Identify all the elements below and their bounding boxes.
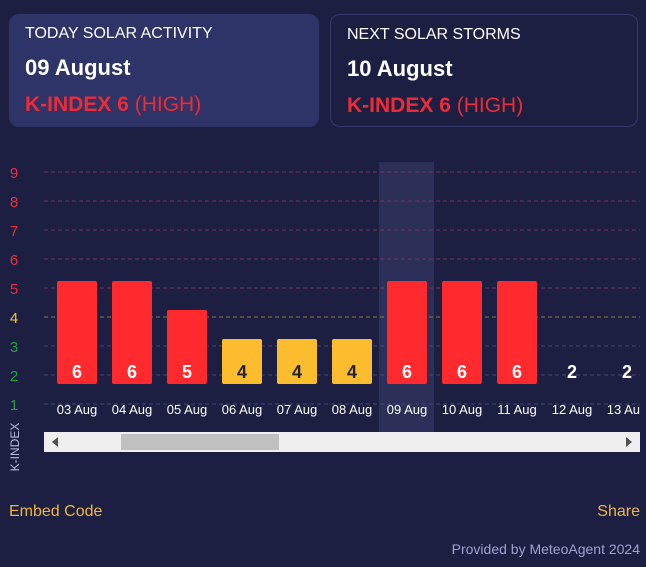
x-tick-label: 03 Aug [57,402,98,417]
bar-value-label: 6 [402,362,412,382]
kindex-value: K-INDEX 6 [347,94,451,117]
x-tick-label: 05 Aug [167,402,208,417]
bar-value-label: 6 [127,362,137,382]
bar-value-label: 4 [237,362,247,382]
card-title: TODAY SOLAR ACTIVITY [25,25,213,42]
today-activity-card: TODAY SOLAR ACTIVITY 09 August K-INDEX 6… [9,14,319,127]
kindex-level: (HIGH) [134,93,202,116]
y-tick-label: 6 [10,252,18,269]
bar-05-aug [167,310,207,384]
bar-07-aug [277,339,317,384]
y-tick-label: 3 [10,339,18,356]
bar-value-label: 6 [457,362,467,382]
y-tick-label: 2 [10,368,18,385]
y-axis-label: K-INDEX [8,422,22,472]
y-tick-label: 5 [10,281,18,298]
bar-10-aug [442,281,482,384]
kindex-chart: 1 2 3 4 5 6 7 8 9 6 03 Aug 6 04 Aug 5 05 Aug 4 06 Aug 4 07… [10,150,646,460]
bar-value-label: 2 [622,362,632,382]
y-tick-label: 9 [10,165,18,182]
next-storms-card: NEXT SOLAR STORMS 10 August K-INDEX 6 (H… [330,14,638,127]
bar-value-label: 4 [347,362,357,382]
bar-11-aug [497,281,537,384]
bar-09-aug [387,281,427,384]
scroll-left-icon[interactable] [52,437,58,447]
bar-06-aug [222,339,262,384]
y-tick-label: 4 [10,310,18,327]
chart-scrollbar[interactable] [44,432,640,452]
y-tick-label: 7 [10,223,18,240]
bar-08-aug [332,339,372,384]
y-tick-label: 8 [10,194,18,211]
x-tick-label: 11 Aug [497,402,537,417]
x-tick-label: 08 Aug [332,402,373,417]
bar-03-aug [57,281,97,384]
card-date: 09 August [25,55,131,80]
card-date: 10 August [347,56,453,81]
x-tick-label: 12 Aug [552,402,593,417]
bar-value-label: 6 [72,362,82,382]
y-tick-label: 1 [10,397,18,414]
x-tick-label: 09 Aug [387,402,428,417]
bar-value-label: 5 [182,362,192,382]
scroll-right-icon[interactable] [626,437,632,447]
bar-value-label: 6 [512,362,522,382]
scroll-thumb[interactable] [120,434,279,450]
embed-code-link[interactable]: Embed Code [9,503,103,520]
chart-clip-edge [640,150,646,460]
x-tick-label: 07 Aug [277,402,318,417]
kindex-level: (HIGH) [456,94,524,117]
card-kindex: K-INDEX 6 (HIGH) [347,94,621,118]
x-tick-label: 04 Aug [112,402,153,417]
x-tick-label: 10 Aug [442,402,483,417]
credit-text: Provided by MeteoAgent 2024 [451,541,640,557]
card-title: NEXT SOLAR STORMS [347,26,521,43]
kindex-value: K-INDEX 6 [25,93,129,116]
x-tick-label: 06 Aug [222,402,263,417]
bar-value-label: 2 [567,362,577,382]
card-kindex: K-INDEX 6 (HIGH) [25,93,303,117]
share-link[interactable]: Share [597,503,640,520]
x-tick-label: 13 Aug [607,402,646,417]
bar-value-label: 4 [292,362,302,382]
bar-04-aug [112,281,152,384]
